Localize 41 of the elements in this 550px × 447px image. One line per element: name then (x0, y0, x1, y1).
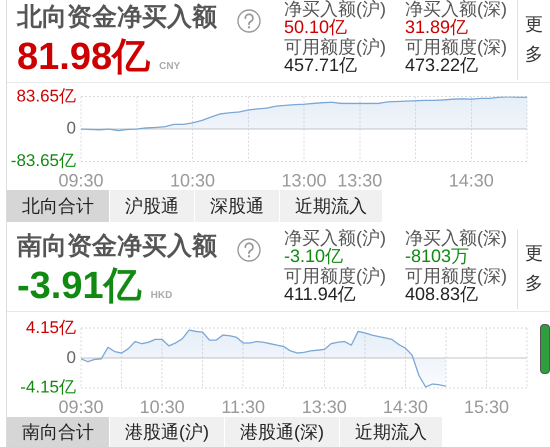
text: 北向资金净买入额 (17, 3, 217, 31)
x-tick-label: 13:30 (337, 170, 382, 190)
text: 净买入额(深) (405, 228, 507, 248)
text: 净买入额(沪) (284, 0, 386, 19)
x-tick-label: 14:30 (448, 170, 494, 190)
y-tick-label: 0 (66, 118, 76, 138)
x-tick-label: 10:30 (170, 170, 216, 190)
text: 更多 (525, 242, 544, 295)
x-tick-label: 09:30 (58, 170, 104, 190)
text: 81.98亿 (17, 36, 150, 78)
text: 457.71亿 (284, 55, 358, 75)
x-tick-label: 13:00 (281, 170, 327, 190)
x-tick-label: 09:30 (58, 396, 104, 417)
text: -3.10亿 (284, 246, 344, 266)
text: CNY (159, 61, 180, 72)
text: -8103万 (405, 246, 470, 266)
x-tick-label: 10:30 (140, 396, 185, 417)
text: 50.10亿 (284, 17, 348, 37)
x-tick-label: 13:30 (302, 396, 347, 417)
text: 31.89亿 (405, 17, 468, 37)
text: 408.83亿 (405, 284, 478, 304)
x-tick-label: 15:30 (464, 396, 509, 417)
text: 473.22亿 (405, 55, 478, 75)
text: 可用额度(沪) (284, 266, 386, 286)
y-tick-label: 0 (66, 348, 76, 367)
text: 净买入额(沪) (284, 228, 386, 248)
text: 411.94亿 (284, 284, 356, 304)
y-tick-label: -83.65亿 (10, 151, 76, 170)
y-tick-label: 83.65亿 (16, 86, 76, 106)
y-tick-label: 4.15亿 (26, 318, 76, 337)
x-tick-label: 11:30 (221, 396, 266, 417)
text: 可用额度(深) (405, 266, 507, 286)
text: 净买入额(深) (405, 0, 507, 19)
text: 可用额度(深) (405, 37, 507, 57)
text: 更多 (525, 13, 544, 66)
y-tick-label: -4.15亿 (20, 378, 76, 397)
text: 南向资金净买入额 (17, 232, 217, 260)
text: HKD (150, 290, 172, 301)
text: 可用额度(沪) (284, 37, 386, 57)
text: -3.91亿 (17, 265, 142, 307)
x-tick-label: 14:30 (382, 396, 428, 417)
